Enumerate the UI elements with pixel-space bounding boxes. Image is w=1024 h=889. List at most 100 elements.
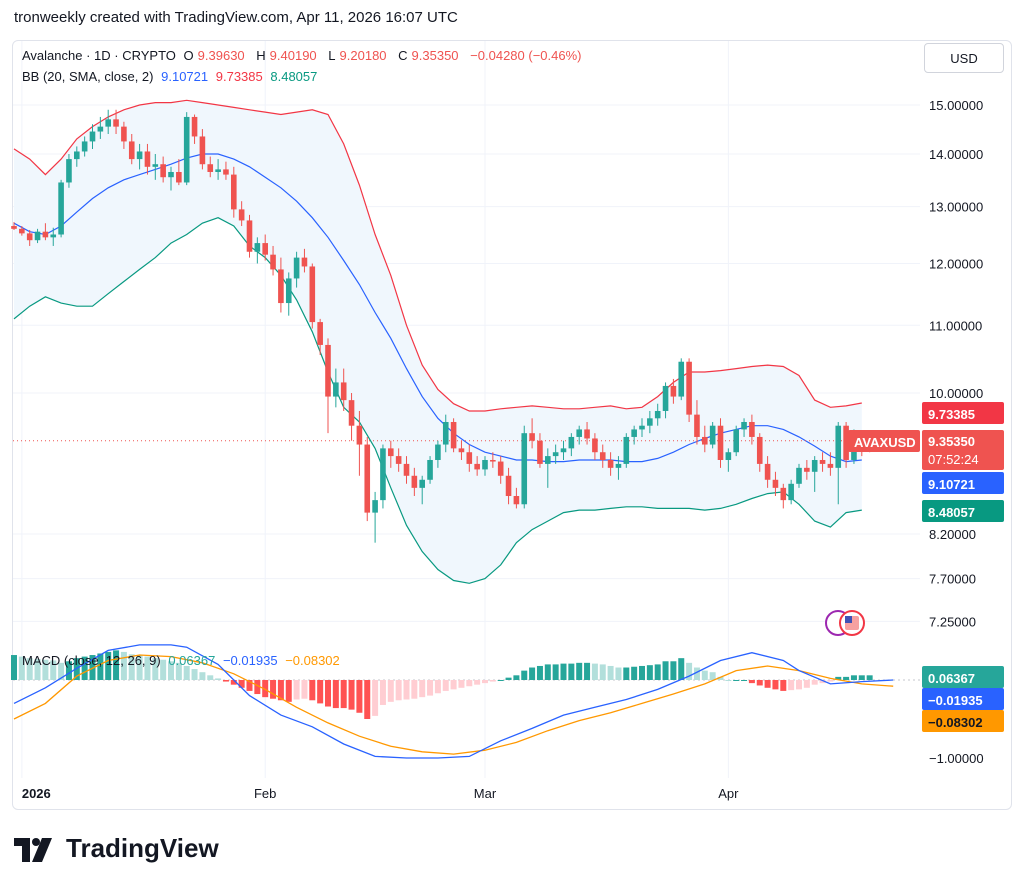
macd-signal-marker-text: −0.08302	[928, 715, 983, 730]
macd-histogram-bar	[254, 680, 261, 695]
macd-histogram-bar	[552, 664, 559, 680]
candle	[529, 418, 535, 449]
candle	[113, 109, 119, 134]
price-tick-label: 15.00000	[929, 98, 983, 113]
price-tick-label: 7.70000	[929, 572, 976, 587]
high-value: H 9.40190	[256, 48, 317, 63]
symbol-marker-text: AVAXUSD	[854, 435, 916, 450]
candle-body	[654, 410, 661, 419]
symbol-title: Avalanche · 1D · CRYPTO	[22, 48, 176, 63]
bb-lower-value: 8.48057	[270, 69, 318, 84]
macd-histogram-bar	[191, 669, 198, 680]
candle-body	[231, 174, 237, 210]
candle	[435, 440, 441, 468]
macd-histogram-bar	[434, 680, 441, 694]
macd-histogram-bar	[356, 680, 363, 713]
candle	[615, 456, 622, 480]
price-tick-label: 12.00000	[929, 256, 983, 271]
macd-histogram-bar	[58, 662, 65, 680]
macd-histogram-bar	[756, 680, 763, 686]
candle-body	[623, 436, 630, 464]
macd-line-marker-text: −0.01935	[928, 693, 983, 708]
candle-body	[788, 483, 794, 501]
candle	[74, 146, 80, 167]
macd-histogram-bar	[513, 675, 520, 680]
time-tick-label: Apr	[718, 786, 739, 801]
candle	[254, 237, 261, 264]
candle	[223, 161, 229, 180]
candle-body	[780, 487, 787, 501]
candle	[168, 166, 174, 191]
macd-histogram-bar	[835, 676, 842, 680]
candle-body	[717, 425, 724, 460]
candle	[717, 418, 724, 468]
candle-body	[442, 421, 449, 445]
macd-line-marker: −0.01935	[922, 688, 1004, 710]
candle-body	[513, 496, 520, 505]
candle	[827, 452, 834, 476]
candle-body	[58, 182, 64, 235]
candle-body	[309, 266, 316, 323]
macd-histogram-bar	[301, 680, 308, 699]
bb-upper-line	[13, 99, 862, 412]
macd-histogram-bar	[458, 680, 465, 688]
bb-label: BB (20, SMA, close, 2)	[22, 69, 154, 84]
bb-basis-marker-text: 9.10721	[928, 477, 975, 492]
candle-body	[560, 448, 567, 453]
candle	[709, 421, 716, 449]
candle-body	[19, 228, 25, 234]
candle	[11, 222, 17, 230]
price-markers: 9.73385 AVAXUSD 9.35350 07:52:24 9.10721 8.48…	[825, 402, 1004, 732]
candle-body	[50, 234, 57, 238]
bb-band-fill	[14, 100, 862, 584]
macd-hist-marker-text: 0.06367	[928, 671, 975, 686]
last-price-marker: 9.35350 07:52:24	[922, 430, 1004, 470]
candle	[804, 459, 810, 480]
macd-pane: −1.00000	[11, 644, 984, 766]
candle	[348, 393, 355, 441]
currency-button[interactable]: USD	[924, 43, 1004, 73]
macd-histogram-bar	[607, 665, 614, 680]
candle	[584, 421, 590, 445]
macd-histogram-bar	[796, 680, 802, 690]
candle	[811, 456, 818, 492]
candle	[403, 456, 410, 484]
us-flag-canton-icon	[845, 616, 852, 623]
macd-histogram-bar	[277, 680, 284, 701]
candle-body	[317, 322, 323, 345]
candle	[678, 358, 685, 401]
bb-upper-marker: 9.73385	[922, 402, 1004, 424]
macd-signal-line	[13, 654, 894, 755]
macd-histogram-bar	[615, 667, 622, 680]
candle-body	[113, 119, 119, 127]
time-tick-label: Mar	[474, 786, 497, 801]
candle	[238, 201, 245, 227]
candle-body	[278, 269, 284, 304]
candle	[427, 456, 433, 484]
candle	[160, 156, 166, 183]
candle	[183, 112, 190, 186]
candle	[176, 159, 182, 186]
macd-histogram-bar	[505, 677, 512, 680]
candle-body	[348, 400, 355, 426]
macd-histogram-bar	[741, 680, 748, 681]
macd-signal-marker-bg	[922, 710, 1004, 732]
candle-body	[521, 433, 528, 505]
candle	[756, 433, 763, 472]
candle	[568, 433, 575, 457]
candle-body	[325, 344, 331, 397]
candle	[545, 448, 551, 488]
macd-histogram-bar	[34, 658, 41, 680]
price-tick-label: 7.25000	[929, 614, 976, 629]
candle	[733, 425, 739, 457]
macd-histogram-bar	[364, 680, 371, 719]
bb-lower-line	[13, 217, 862, 584]
candle-body	[702, 436, 708, 445]
candle-body	[372, 500, 378, 513]
candle	[662, 382, 669, 419]
macd-histogram-bar	[591, 663, 598, 680]
candle-body	[584, 429, 590, 439]
candle-body	[183, 116, 190, 183]
candle-body	[301, 257, 308, 267]
